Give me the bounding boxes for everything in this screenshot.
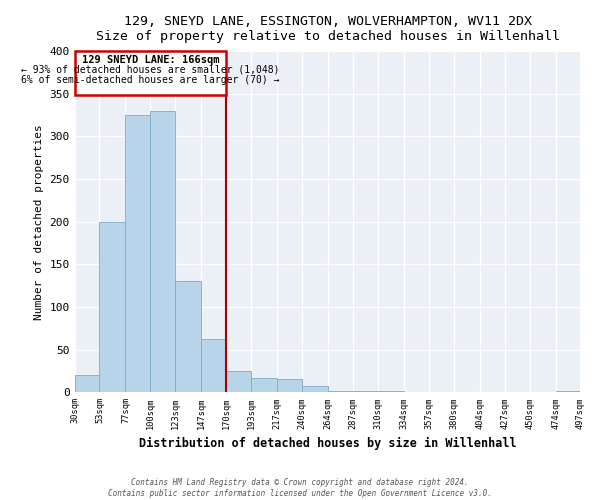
Title: 129, SNEYD LANE, ESSINGTON, WOLVERHAMPTON, WV11 2DX
Size of property relative to: 129, SNEYD LANE, ESSINGTON, WOLVERHAMPTO… xyxy=(95,15,560,43)
Bar xyxy=(100,222,125,392)
Bar xyxy=(74,375,100,392)
Y-axis label: Number of detached properties: Number of detached properties xyxy=(34,124,44,320)
Text: ← 93% of detached houses are smaller (1,048): ← 93% of detached houses are smaller (1,… xyxy=(21,65,280,75)
Bar xyxy=(151,111,175,392)
Bar xyxy=(251,378,277,392)
Bar xyxy=(302,386,328,392)
Bar xyxy=(202,340,226,392)
Bar xyxy=(175,282,202,392)
Text: 6% of semi-detached houses are larger (70) →: 6% of semi-detached houses are larger (7… xyxy=(21,75,280,85)
Bar xyxy=(226,371,251,392)
Text: 129 SNEYD LANE: 166sqm: 129 SNEYD LANE: 166sqm xyxy=(82,54,219,64)
Bar xyxy=(556,390,581,392)
Text: Contains HM Land Registry data © Crown copyright and database right 2024.
Contai: Contains HM Land Registry data © Crown c… xyxy=(108,478,492,498)
Bar xyxy=(125,115,151,392)
X-axis label: Distribution of detached houses by size in Willenhall: Distribution of detached houses by size … xyxy=(139,437,517,450)
Bar xyxy=(277,380,302,392)
Bar xyxy=(74,51,226,96)
Bar xyxy=(328,390,353,392)
